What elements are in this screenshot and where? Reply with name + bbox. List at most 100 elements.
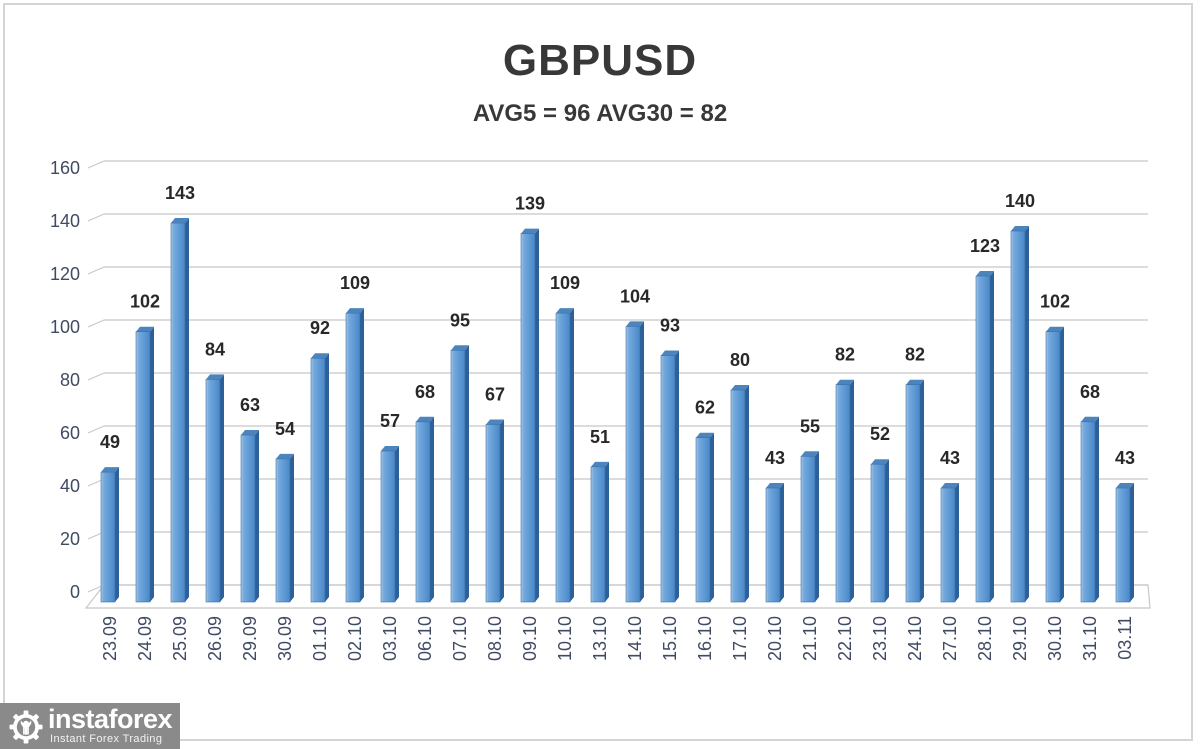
instaforex-gear-person-icon: [9, 710, 43, 744]
bar-value-label: 43: [765, 448, 785, 468]
bar: [975, 271, 994, 603]
bars: [100, 218, 1134, 603]
bar: [380, 445, 399, 603]
bar-value-label: 57: [380, 411, 400, 431]
bar: [835, 379, 854, 603]
bar-value-label: 54: [275, 419, 295, 439]
bar: [310, 353, 329, 603]
bar-value-label: 67: [485, 384, 505, 404]
x-axis-label: 29.10: [1010, 616, 1030, 661]
bar: [730, 385, 749, 603]
bar: [135, 326, 154, 603]
bar-value-label: 93: [660, 316, 680, 336]
bar-value-label: 51: [590, 427, 610, 447]
x-axis-label: 09.10: [520, 616, 540, 661]
bar-value-label: 109: [340, 273, 370, 293]
bar-value-label: 43: [1115, 448, 1135, 468]
bar: [1115, 483, 1134, 603]
gridline-bend: [87, 319, 105, 328]
bar: [765, 483, 784, 603]
bar: [100, 467, 119, 603]
x-axis-label: 06.10: [415, 616, 435, 661]
bar: [940, 483, 959, 603]
x-axis-label: 03.10: [380, 616, 400, 661]
bar-value-label: 139: [515, 194, 545, 214]
x-axis-label: 25.09: [170, 616, 190, 661]
bar-value-label: 92: [310, 318, 330, 338]
bar-value-label: 82: [905, 345, 925, 365]
y-axis-label: 60: [60, 423, 80, 443]
y-axis-label: 160: [50, 158, 80, 178]
y-axis-label: 80: [60, 370, 80, 390]
bar-value-label: 55: [800, 416, 820, 436]
x-axis-label: 26.09: [205, 616, 225, 661]
gridline-bend: [87, 266, 105, 275]
bar: [275, 453, 294, 603]
bar-value-label: 68: [1080, 382, 1100, 402]
x-axis-label: 17.10: [730, 616, 750, 661]
x-axis-label: 27.10: [940, 616, 960, 661]
bar: [555, 308, 574, 603]
bar: [450, 345, 469, 603]
bar-value-label: 82: [835, 345, 855, 365]
x-axis-label: 31.10: [1080, 616, 1100, 661]
bar: [905, 379, 924, 603]
x-axis-label: 29.09: [240, 616, 260, 661]
bar: [1010, 226, 1029, 603]
x-axis-label: 24.10: [905, 616, 925, 661]
bar: [170, 218, 189, 603]
y-axis-label: 40: [60, 476, 80, 496]
bar-value-label: 63: [240, 395, 260, 415]
bar-value-label: 102: [1040, 292, 1070, 312]
x-axis-label: 28.10: [975, 616, 995, 661]
bar: [1045, 326, 1064, 603]
x-axis-label: 21.10: [800, 616, 820, 661]
chart-title: GBPUSD: [502, 36, 698, 85]
chart-subtitle: AVG5 = 96 AVG30 = 82: [472, 100, 728, 127]
x-axis-label: 24.09: [135, 616, 155, 661]
y-axis-label: 140: [50, 211, 80, 231]
y-axis-label: 120: [50, 264, 80, 284]
gridline-bend: [87, 425, 105, 434]
bar: [870, 459, 889, 603]
x-axis-label: 23.09: [100, 616, 120, 661]
x-axis-labels: 23.09 24.09 25.09 26.09 29.09 30.09 01.10 02.10…: [100, 616, 1135, 661]
x-axis-label: 22.10: [835, 616, 855, 661]
x-axis-label: 02.10: [345, 616, 365, 661]
y-axis-label: 20: [60, 529, 80, 549]
bar: [1080, 416, 1099, 603]
x-axis-label: 08.10: [485, 616, 505, 661]
y-axis-label: 100: [50, 317, 80, 337]
bar: [205, 374, 224, 603]
bar: [625, 321, 644, 603]
bar-value-label: 68: [415, 382, 435, 402]
x-axis-label: 23.10: [870, 616, 890, 661]
bar: [660, 350, 679, 603]
x-axis-label: 01.10: [310, 616, 330, 661]
bar: [240, 430, 259, 603]
x-axis-label: 15.10: [660, 616, 680, 661]
bar-value-label: 43: [940, 448, 960, 468]
bar-value-label: 84: [205, 339, 225, 359]
x-axis-label: 03.11: [1115, 616, 1135, 660]
x-axis-label: 07.10: [450, 616, 470, 661]
bar-value-label: 140: [1005, 191, 1035, 211]
bar: [345, 308, 364, 603]
x-axis-label: 13.10: [590, 616, 610, 661]
bar: [415, 416, 434, 603]
gridline-bend: [87, 160, 105, 169]
bar: [695, 432, 714, 603]
bar-value-label: 95: [450, 310, 470, 330]
instaforex-logo: instaforex Instant Forex Trading: [0, 703, 180, 749]
x-axis-label: 30.09: [275, 616, 295, 661]
y-axis-label: 0: [70, 582, 80, 602]
bar-value-label: 102: [130, 292, 160, 312]
y-axis-labels: 0 20 40 60 80 100 120 140 160: [50, 158, 80, 602]
bar-value-label: 109: [550, 273, 580, 293]
x-axis-label: 10.10: [555, 616, 575, 661]
x-axis-label: 20.10: [765, 616, 785, 661]
bar-value-label: 123: [970, 236, 1000, 256]
bar-value-label: 143: [165, 183, 195, 203]
